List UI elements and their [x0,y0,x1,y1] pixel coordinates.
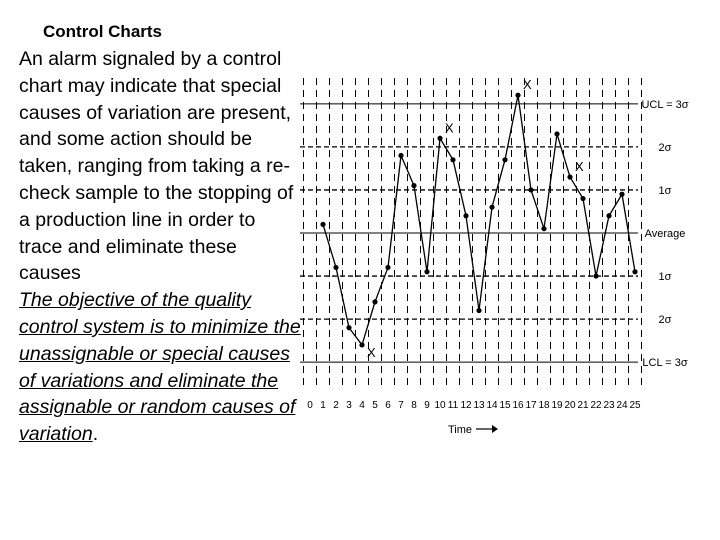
data-point [515,92,521,98]
x-tick-label: 13 [473,400,485,411]
data-point [463,213,469,219]
x-tick-label: 22 [590,400,602,411]
x-tick-label: 12 [460,400,472,411]
x-axis-arrow-head [492,425,498,433]
data-points [320,92,638,348]
data-point [476,307,482,314]
x-tick-label: 21 [577,400,589,411]
x-tick-label: 9 [424,400,430,411]
data-point [580,195,586,202]
x-tick-label: 24 [616,400,628,411]
data-line [322,95,636,347]
outlier-mark: X [367,345,376,360]
objective-text: The objective of the quality control sys… [19,289,301,446]
x-tick-label: 6 [385,400,391,411]
x-tick-label: 16 [512,400,524,411]
reference-label: 1σ [659,185,672,197]
paragraph-alarm: An alarm signaled by a control chart may… [19,48,294,285]
x-tick-label: 0 [307,400,313,411]
data-point [372,299,378,305]
outlier-mark: X [575,159,584,174]
slide-title: Control Charts [43,22,162,41]
data-point [489,204,495,210]
x-tick-label: 23 [603,400,615,411]
x-tick-label: 18 [538,400,550,411]
x-tick-label: 11 [448,400,459,411]
data-point [554,131,560,137]
reference-labels: UCL = 3σ 2σ 1σ Average 1σ 2σ LCL = 3σ [641,99,688,369]
x-tick-label: 17 [525,400,537,411]
data-point [606,213,612,219]
outlier-mark: X [445,120,454,135]
x-tick-label: 25 [629,400,641,411]
reference-label: 1σ [659,271,672,283]
x-axis-title: Time [448,424,472,436]
reference-label: 2σ [659,142,672,154]
slide-body: An alarm signaled by a control chart may… [19,46,301,448]
data-point [424,269,430,275]
reference-label: UCL = 3σ [641,99,688,111]
data-point [411,183,417,189]
annotations: X X X X [367,77,584,360]
x-tick-label: 1 [320,400,326,411]
data-point [593,273,599,279]
x-tick-label: 5 [372,400,378,411]
data-point [528,187,534,193]
x-tick-label: 8 [411,400,417,411]
data-point [632,269,638,275]
data-point [346,325,352,331]
data-point [385,264,391,271]
data-point [541,226,547,232]
reference-label: Average [645,228,686,240]
x-tick-label: 10 [434,400,446,411]
grid-layer [303,78,642,388]
x-tick-label: 19 [551,400,563,411]
data-point [398,152,404,159]
reference-label: LCL = 3σ [642,357,687,369]
data-line-layer [322,95,636,347]
x-tick-label: 20 [564,400,576,411]
data-point [567,174,573,180]
data-point [619,191,625,197]
data-point [359,342,365,348]
x-tick-label: 14 [486,400,498,411]
data-point [437,135,443,141]
data-point [450,157,456,163]
data-point [320,221,326,227]
paragraph-objective: The objective of the quality control sys… [19,287,301,448]
x-tick-labels: 0 1 2 3 4 5 6 7 8 9 10 11 12 13 14 15 16 17 18 19 20 21 22 23 24… [307,400,641,411]
x-tick-label: 4 [359,400,365,411]
x-tick-label: 3 [346,400,352,411]
x-axis-title-group: Time [448,424,498,436]
data-point [333,264,339,271]
objective-period: . [92,423,99,446]
outlier-mark: X [523,77,532,92]
data-point [502,157,508,163]
x-tick-label: 15 [499,400,511,411]
x-tick-label: 7 [398,400,404,411]
reference-label: 2σ [659,314,672,326]
x-tick-label: 2 [333,400,339,411]
